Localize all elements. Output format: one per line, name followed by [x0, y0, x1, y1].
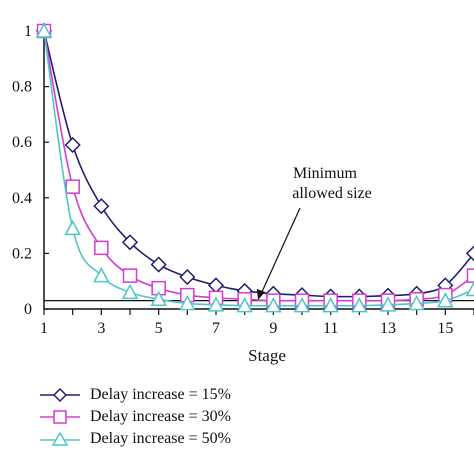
x-tick-label: 9 [269, 320, 277, 337]
square-point [466, 268, 474, 283]
x-tick-label: 3 [97, 320, 105, 337]
triangle-point [351, 297, 368, 313]
series-layer [35, 22, 474, 313]
diamond-point [179, 268, 196, 286]
triangle-point [179, 294, 196, 311]
triangle-point [265, 297, 282, 313]
legend-label: Delay increase = 15% [90, 386, 231, 403]
triangle-point [64, 219, 81, 236]
triangle-point [121, 283, 139, 300]
x-tick-label: 1 [40, 320, 48, 337]
triangle-point [293, 297, 311, 313]
tick-labels: 00.20.40.60.811 3 5 7 9 11 13 15 [12, 23, 453, 337]
triangle-point [35, 22, 53, 38]
triangle-point [437, 292, 454, 308]
annotation-line-2: allowed size [292, 185, 372, 202]
triangle-point [93, 267, 110, 283]
x-tick-label: 13 [380, 320, 396, 337]
triangle-point [465, 280, 474, 297]
diamond-marker-icon [40, 387, 80, 403]
axes [43, 23, 474, 315]
x-tick-label: 5 [155, 320, 163, 337]
diamond-point [150, 256, 167, 273]
line-chart: 00.20.40.60.811 3 5 7 9 11 13 15 Minimum allowe… [12, 22, 474, 365]
triangle-point [322, 297, 339, 313]
legend-item-30: Delay increase = 30% [40, 406, 231, 428]
series-line-1 [43, 30, 474, 302]
triangle-point [236, 297, 253, 313]
annotation-line-1: Minimum [293, 165, 358, 182]
triangle-point [379, 296, 397, 312]
square-point [65, 179, 80, 194]
y-tick-label: 1 [24, 23, 32, 40]
legend-label: Delay increase = 50% [90, 430, 231, 447]
diamond-point [121, 234, 139, 251]
legend-item-15: Delay increase = 15% [40, 384, 231, 406]
y-tick-label: 0 [24, 301, 32, 318]
annotation-arrow-line [260, 207, 301, 295]
x-axis-label: Stage [248, 346, 286, 365]
square-point [122, 268, 138, 283]
y-tick-label: 0.4 [12, 190, 32, 207]
triangle-point [150, 290, 167, 307]
square-point [94, 240, 109, 256]
diamond-point [207, 277, 225, 294]
legend: Delay increase = 15% Delay increase = 30… [40, 384, 231, 450]
y-tick-label: 0.6 [12, 134, 32, 151]
legend-item-50: Delay increase = 50% [40, 428, 231, 450]
y-tick-label: 0.8 [12, 79, 32, 96]
diamond-point [64, 136, 81, 154]
square-marker-icon [40, 410, 80, 424]
x-tick-label: 11 [323, 320, 338, 337]
y-tick-label: 0.2 [12, 245, 32, 262]
triangle-point [408, 294, 425, 311]
series-line-2 [43, 30, 474, 307]
diamond-point [93, 198, 110, 215]
annotation-arrow-head [257, 289, 265, 300]
x-tick-label: 15 [437, 320, 453, 337]
triangle-point [207, 296, 225, 312]
x-tick-label: 7 [212, 320, 220, 337]
annotation: Minimum allowed size [257, 165, 372, 300]
triangle-marker-icon [40, 431, 80, 446]
legend-label: Delay increase = 30% [90, 408, 231, 425]
diamond-point [465, 245, 474, 262]
